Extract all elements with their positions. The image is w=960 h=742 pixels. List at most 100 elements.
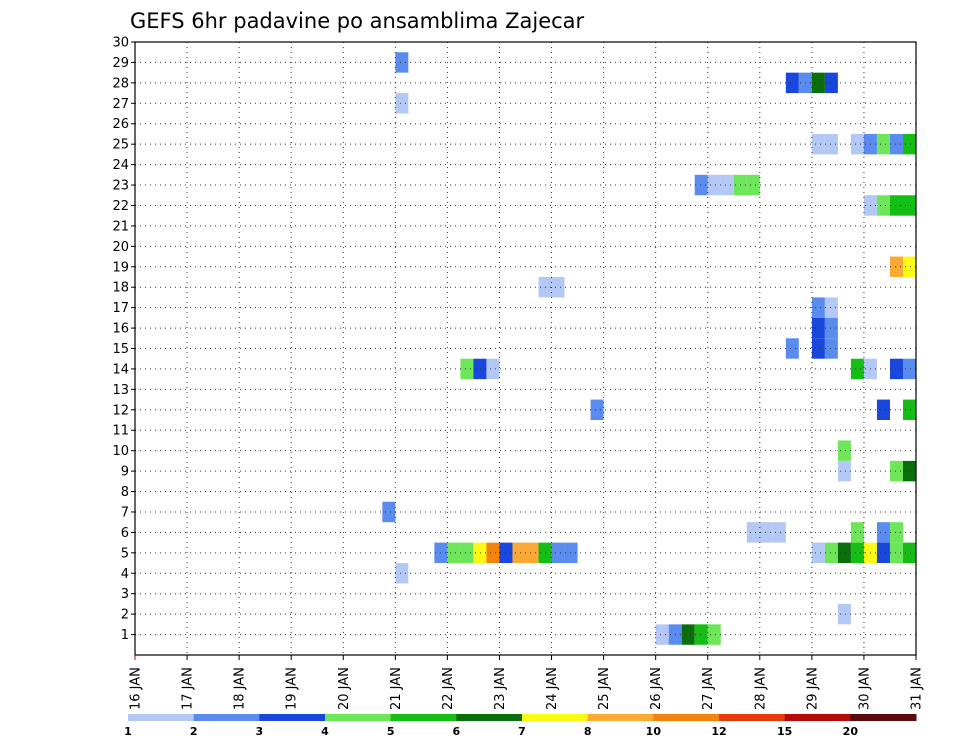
color-bar-label: 7 <box>518 725 526 738</box>
x-tick-label: 19 JAN <box>285 667 300 710</box>
color-bar-segment <box>522 714 589 721</box>
y-tick-label: 20 <box>112 240 129 255</box>
y-tick-label: 10 <box>112 444 129 459</box>
heatmap-cell <box>902 133 916 155</box>
heatmap-cell <box>902 542 916 564</box>
heatmap-cell <box>837 542 851 564</box>
x-tick-label: 26 JAN <box>649 667 664 710</box>
x-tick-label: 28 JAN <box>753 667 768 710</box>
heatmap-cell <box>746 522 760 543</box>
heatmap-cell <box>486 358 500 380</box>
y-tick-label: 13 <box>112 383 129 398</box>
heatmap-cell <box>811 72 825 94</box>
y-tick-label: 29 <box>112 56 129 71</box>
color-bar-segment <box>587 714 654 721</box>
color-bar-label: 15 <box>777 725 792 738</box>
heatmap-cell <box>824 338 838 359</box>
heatmap-cell <box>824 72 838 94</box>
y-tick-label: 28 <box>112 76 129 91</box>
x-tick-label: 23 JAN <box>493 667 508 710</box>
heatmap-cell <box>876 542 890 564</box>
heatmap-cell <box>811 542 825 564</box>
color-bar-label: 12 <box>711 725 726 738</box>
x-tick-label: 29 JAN <box>805 667 820 710</box>
y-tick-label: 27 <box>112 97 129 112</box>
y-tick-label: 7 <box>121 505 129 520</box>
grid-lines <box>135 42 916 655</box>
heatmap-cell <box>811 317 825 339</box>
heatmap-cell <box>395 93 409 114</box>
heatmap-cell <box>824 317 838 339</box>
y-tick-label: 14 <box>112 362 129 377</box>
y-tick-label: 25 <box>112 138 129 153</box>
y-tick-label: 21 <box>112 219 129 234</box>
color-bar-segment <box>456 714 523 721</box>
x-tick-label: 17 JAN <box>181 667 196 710</box>
x-tick-label: 25 JAN <box>597 667 612 710</box>
heatmap-cell <box>473 542 487 564</box>
heatmap-cell <box>811 338 825 359</box>
heatmap-cell <box>746 174 760 196</box>
heatmap-cell <box>889 256 903 277</box>
color-bar-segment <box>259 714 326 721</box>
color-bar-segment <box>850 714 917 721</box>
heatmap-cell <box>811 133 825 155</box>
heatmap-cell <box>460 358 474 380</box>
color-bar-segment <box>653 714 720 721</box>
heatmap-cell <box>902 460 916 482</box>
heatmap-cell <box>902 399 916 421</box>
heatmap-cell <box>512 542 526 564</box>
heatmap-cell <box>395 52 409 73</box>
y-tick-label: 22 <box>112 199 129 214</box>
chart-title: GEFS 6hr padavine po ansamblima Zajecar <box>130 9 585 33</box>
heatmap-cell <box>720 174 734 196</box>
x-tick-label: 20 JAN <box>337 667 352 710</box>
y-tick-label: 9 <box>121 465 129 480</box>
heatmap-cell <box>525 542 539 564</box>
x-tick-label: 27 JAN <box>701 667 716 710</box>
heatmap-cell <box>811 297 825 318</box>
y-tick-label: 4 <box>121 567 129 582</box>
heatmap-cell <box>902 195 916 216</box>
heatmap-cell <box>850 133 864 155</box>
color-bar: 1 2 3 4 5 6 7 8 10 12 15 20 <box>124 714 917 738</box>
color-bar-segment <box>325 714 392 721</box>
y-tick-label: 18 <box>112 281 129 296</box>
color-bar-segment <box>128 714 195 721</box>
heatmap-cell <box>694 624 708 645</box>
heatmap-cell <box>837 603 851 625</box>
y-tick-label: 19 <box>112 260 129 275</box>
heatmap-cell <box>707 624 721 645</box>
heatmap-cell <box>889 358 903 380</box>
y-tick-label: 11 <box>112 424 129 439</box>
heatmap-cell <box>889 460 903 482</box>
y-tick-label: 24 <box>112 158 129 173</box>
heatmap-cell <box>876 195 890 216</box>
heatmap-cell <box>837 460 851 482</box>
y-tick-label: 30 <box>112 36 129 51</box>
heatmap-cell <box>655 624 669 645</box>
heatmap-cell <box>889 195 903 216</box>
x-axis: 16 JAN 17 JAN 18 JAN 19 JAN 20 JAN 21 JAN 22 J… <box>129 655 925 710</box>
color-bar-label: 10 <box>646 725 662 738</box>
heatmap-cell <box>824 542 838 564</box>
y-tick-label: 8 <box>121 485 129 500</box>
heatmap-cell <box>850 358 864 380</box>
y-tick-label: 3 <box>121 587 129 602</box>
color-bar-label: 2 <box>190 725 198 738</box>
x-tick-label: 24 JAN <box>545 667 560 710</box>
heatmap-cell <box>460 542 474 564</box>
heatmap-cell <box>824 133 838 155</box>
y-tick-label: 23 <box>112 179 129 194</box>
heatmap-cell <box>694 174 708 196</box>
color-bar-segment <box>193 714 260 721</box>
heatmap-cell <box>902 358 916 380</box>
heatmap-cell <box>785 72 799 94</box>
color-bar-label: 20 <box>843 725 859 738</box>
x-tick-label: 30 JAN <box>857 667 872 710</box>
heatmap-cells <box>382 52 916 645</box>
heatmap-cell <box>876 133 890 155</box>
color-bar-label: 3 <box>256 725 264 738</box>
heatmap-cell <box>707 174 721 196</box>
